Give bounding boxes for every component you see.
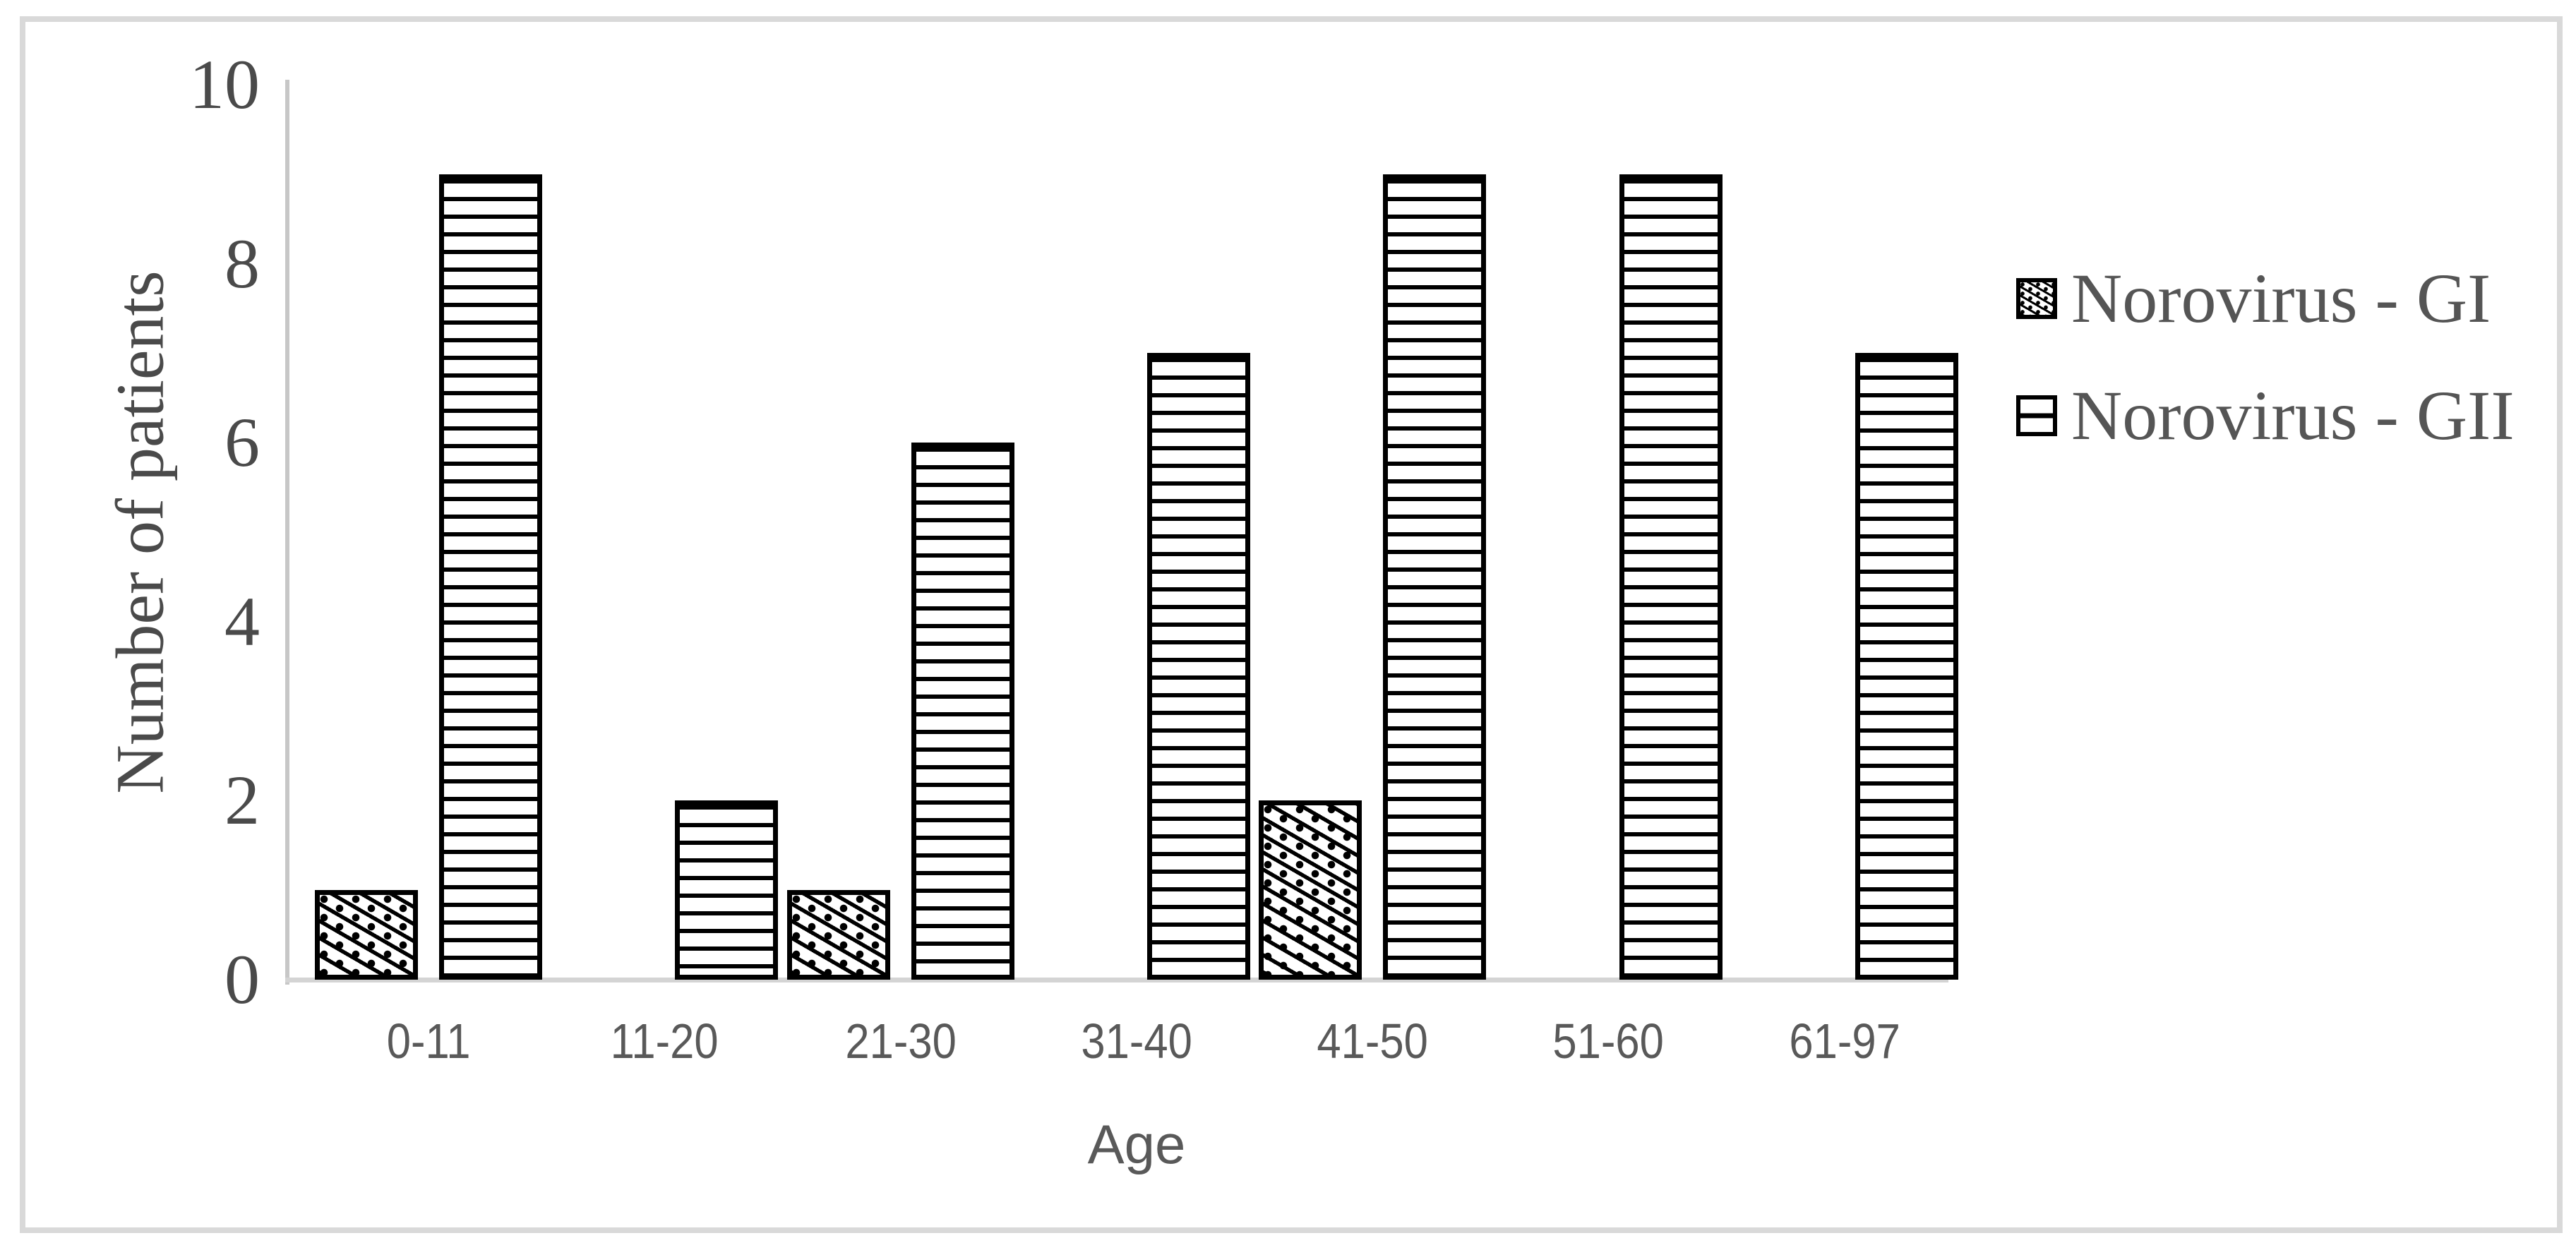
y-tick-label: 10: [189, 45, 260, 124]
x-axis-category-labels: 0-11 11-20 21-30 31-40 41-50 51-60 61-97: [311, 1016, 1963, 1066]
x-category-label: 21-30: [844, 1014, 957, 1069]
legend-label: Norovirus - GI: [2071, 259, 2491, 337]
category-group: [783, 85, 1019, 980]
bar-norovirus-gii: [1383, 174, 1487, 980]
x-category-label: 31-40: [1081, 1014, 1192, 1069]
x-category-label: 61-97: [1789, 1014, 1900, 1069]
legend-swatch-diagonal-hatch-icon: [2016, 278, 2057, 319]
x-category-label: 41-50: [1317, 1014, 1429, 1069]
bar-norovirus-gii: [1619, 174, 1723, 980]
x-category-label: 51-60: [1552, 1014, 1665, 1069]
legend: Norovirus - GI Norovirus - GII: [2016, 260, 2515, 455]
bar-slot: [786, 85, 890, 980]
category-group: [1727, 85, 1963, 980]
y-tick-label: 0: [224, 940, 260, 1018]
bar-norovirus-gi: [315, 890, 419, 980]
category-group: [1254, 85, 1490, 980]
bar-norovirus-gii: [439, 174, 543, 980]
category-group: [1019, 85, 1254, 980]
y-axis-line: [285, 80, 289, 985]
bar-slot: [439, 85, 543, 980]
x-axis-title: Age: [1087, 1113, 1186, 1175]
bar-norovirus-gii: [1146, 353, 1250, 980]
bar-slot: [1259, 85, 1362, 980]
category-group: [311, 85, 546, 980]
legend-label: Norovirus - GII: [2071, 376, 2515, 455]
bar-slot: [1383, 85, 1487, 980]
x-category-label: 0-11: [386, 1014, 471, 1069]
bar-slot: [911, 85, 1014, 980]
category-group: [1490, 85, 1726, 980]
figure-frame: [20, 16, 2563, 1233]
bar-slot: [1495, 85, 1598, 980]
bar-slot: [551, 85, 654, 980]
y-tick-label: 2: [224, 761, 260, 840]
bar-slot: [315, 85, 419, 980]
y-tick-label: 8: [224, 224, 260, 303]
bar-norovirus-gii: [911, 443, 1014, 980]
bar-slot: [1855, 85, 1958, 980]
y-tick-label: 4: [224, 582, 260, 661]
legend-swatch-horizontal-lines-icon: [2016, 395, 2057, 436]
bar-slot: [1619, 85, 1723, 980]
bar-slot: [1731, 85, 1834, 980]
legend-item: Norovirus - GII: [2016, 377, 2515, 455]
bar-slot: [1023, 85, 1126, 980]
bar-norovirus-gii: [1855, 353, 1958, 980]
bar-norovirus-gi: [786, 890, 890, 980]
bar-norovirus-gi: [1259, 800, 1362, 980]
category-group: [546, 85, 782, 980]
plot-area: [311, 85, 1963, 980]
y-axis-tick-labels: 0 2 4 6 8 10: [0, 49, 260, 1015]
x-axis-line: [285, 978, 1948, 982]
x-category-label: 11-20: [610, 1014, 719, 1069]
legend-item: Norovirus - GI: [2016, 260, 2515, 337]
bar-slot: [1146, 85, 1250, 980]
bar-norovirus-gii: [675, 800, 779, 980]
y-tick-label: 6: [224, 403, 260, 482]
bar-slot: [675, 85, 779, 980]
